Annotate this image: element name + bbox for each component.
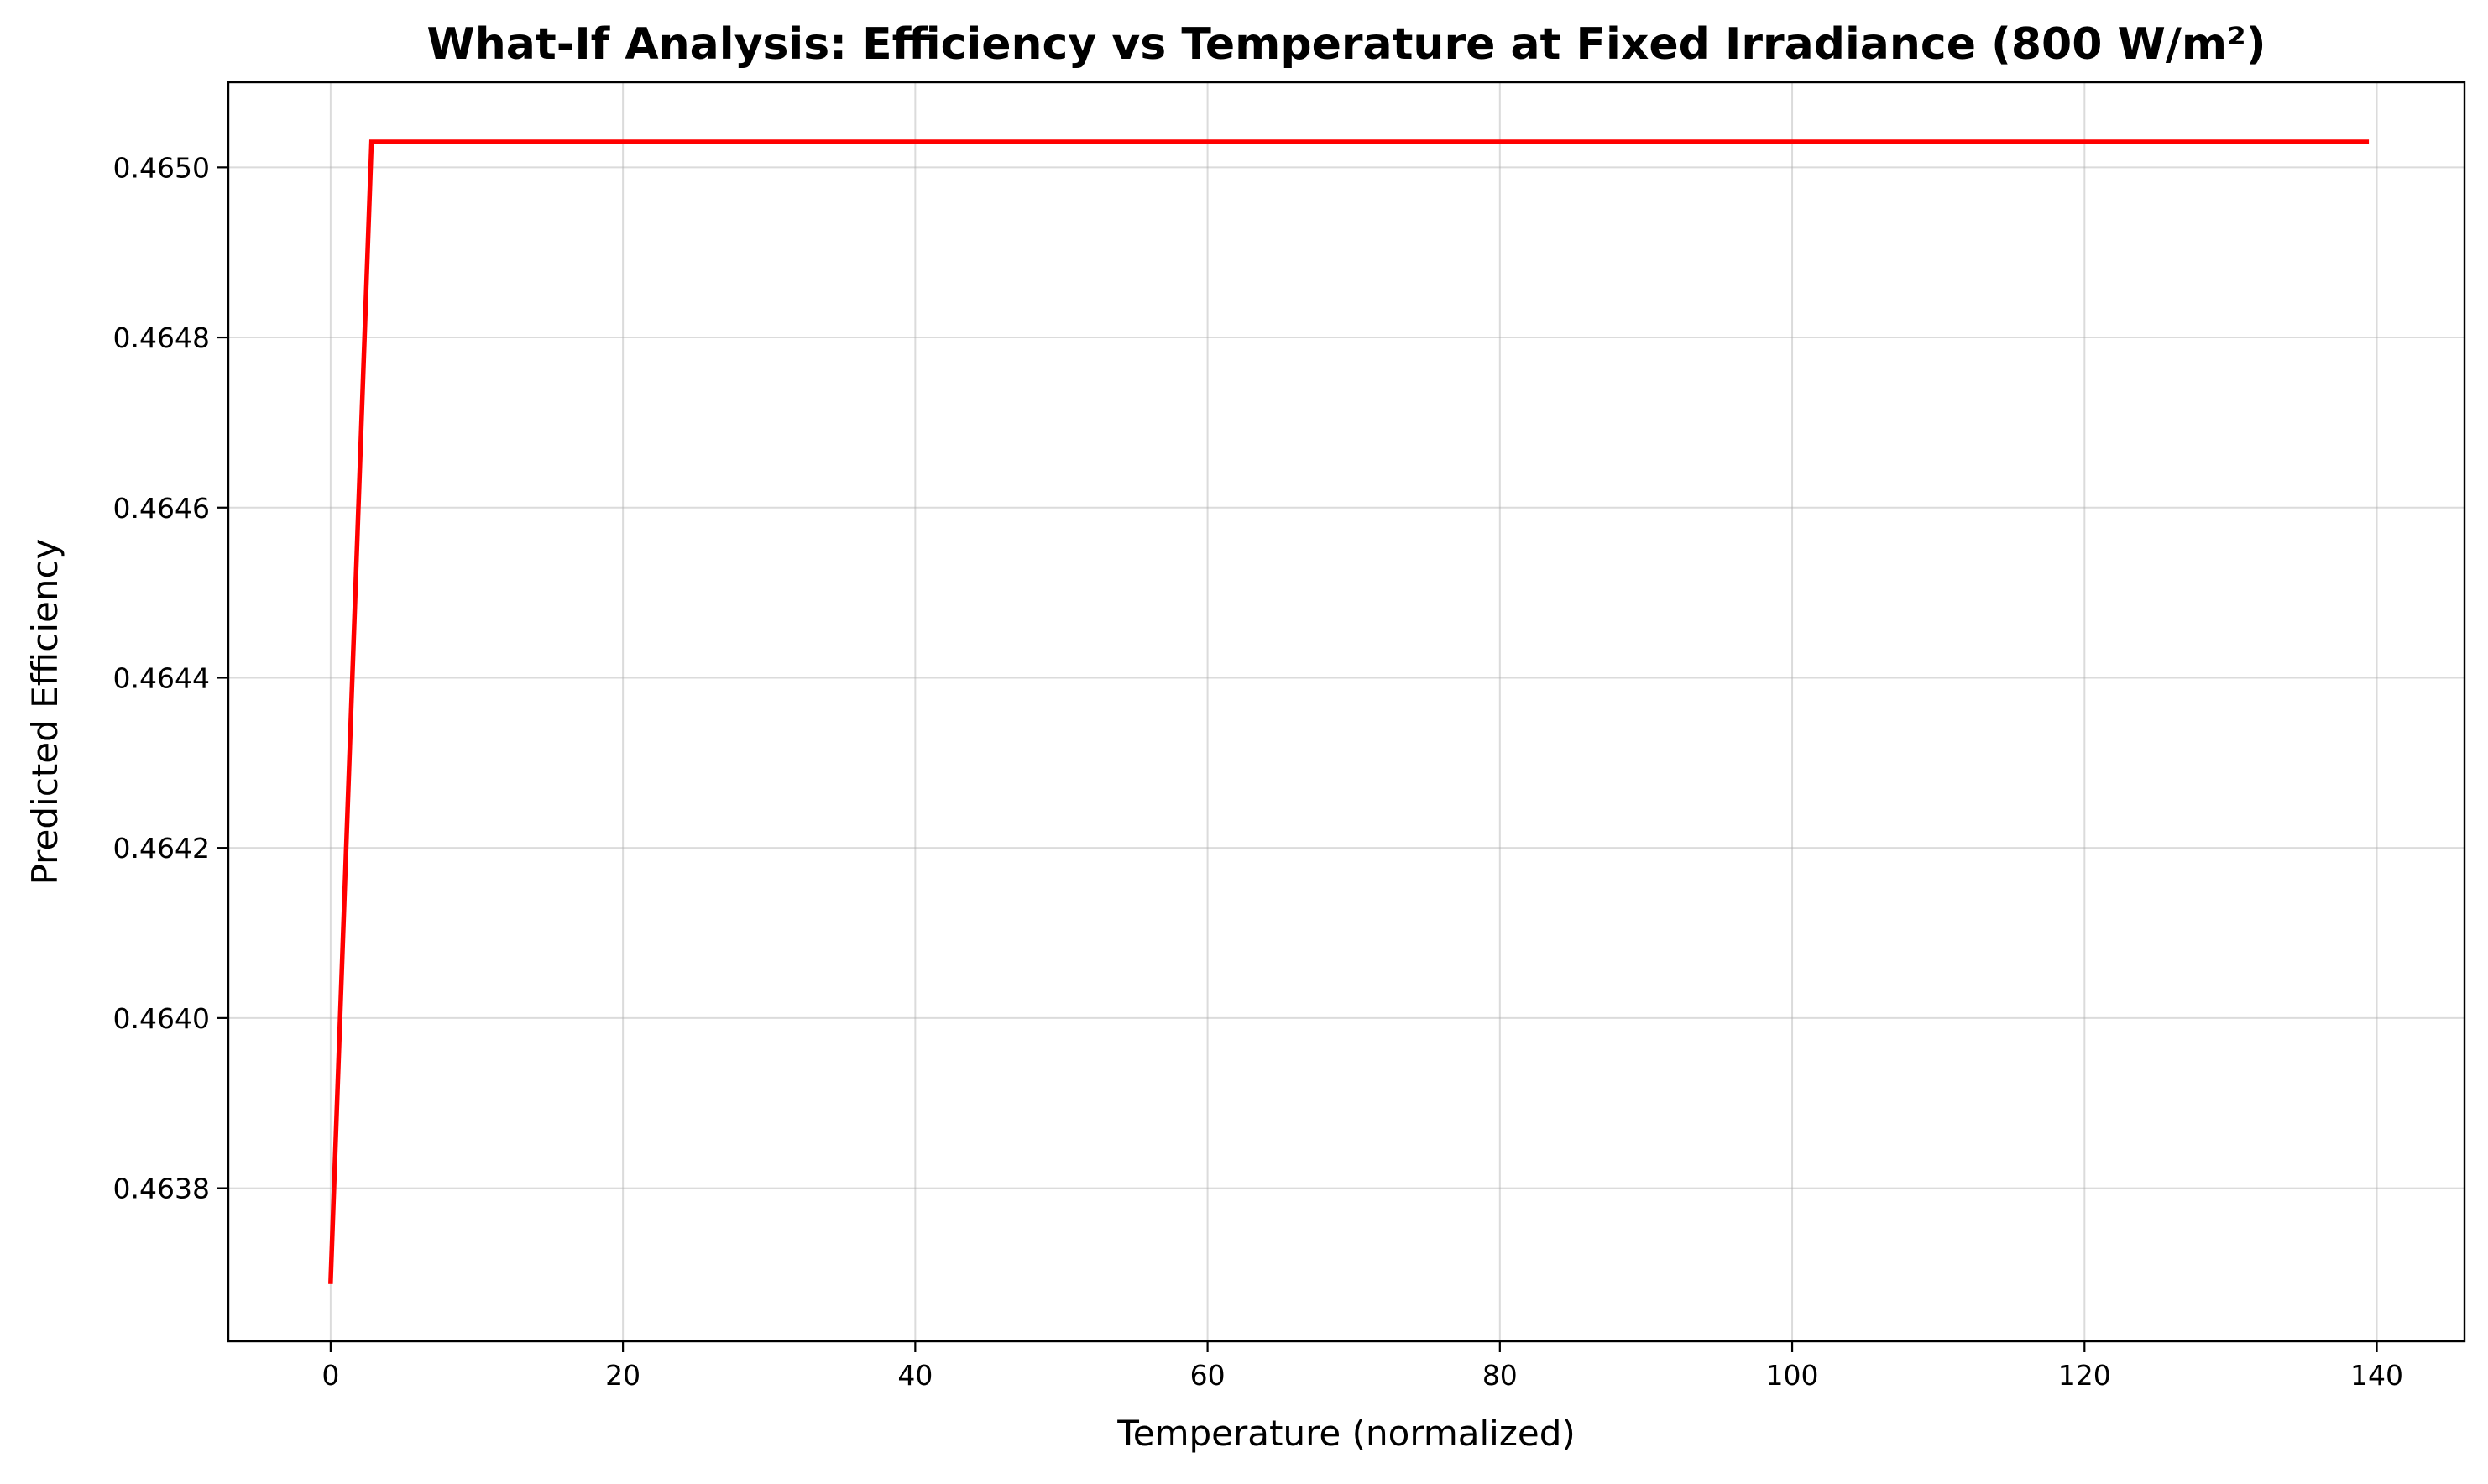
x-axis-label: Temperature (normalized): [1116, 1413, 1576, 1454]
x-tick-label: 100: [1766, 1359, 1819, 1392]
series-line: [328, 139, 2370, 1284]
x-axis-ticks: 0 20 40 60 80 100 120 140: [321, 1341, 2403, 1392]
y-axis-label: Predicted Efficiency: [24, 539, 65, 886]
x-tick-label: 80: [1482, 1359, 1518, 1392]
y-tick-label: 0.4644: [113, 661, 210, 694]
y-tick-label: 0.4640: [113, 1002, 210, 1035]
x-tick-label: 60: [1190, 1359, 1226, 1392]
chart-title: What-If Analysis: Efficiency vs Temperat…: [426, 19, 2266, 70]
y-tick-label: 0.4642: [113, 832, 210, 865]
x-tick-label: 140: [2350, 1359, 2403, 1392]
grid-lines: [228, 82, 2464, 1341]
series-lines: [328, 139, 2370, 1284]
y-tick-label: 0.4646: [113, 492, 210, 525]
x-tick-label: 40: [897, 1359, 933, 1392]
axes-frame: [227, 81, 2466, 1343]
y-tick-label: 0.4648: [113, 321, 210, 354]
x-tick-label: 20: [605, 1359, 640, 1392]
y-tick-label: 0.4650: [113, 151, 210, 184]
y-tick-label: 0.4638: [113, 1173, 210, 1205]
x-tick-label: 0: [321, 1359, 339, 1392]
y-axis-ticks: 0.4638 0.4640 0.4642 0.4644 0.4646 0.4648 0.46…: [113, 151, 228, 1205]
x-tick-label: 120: [2058, 1359, 2111, 1392]
